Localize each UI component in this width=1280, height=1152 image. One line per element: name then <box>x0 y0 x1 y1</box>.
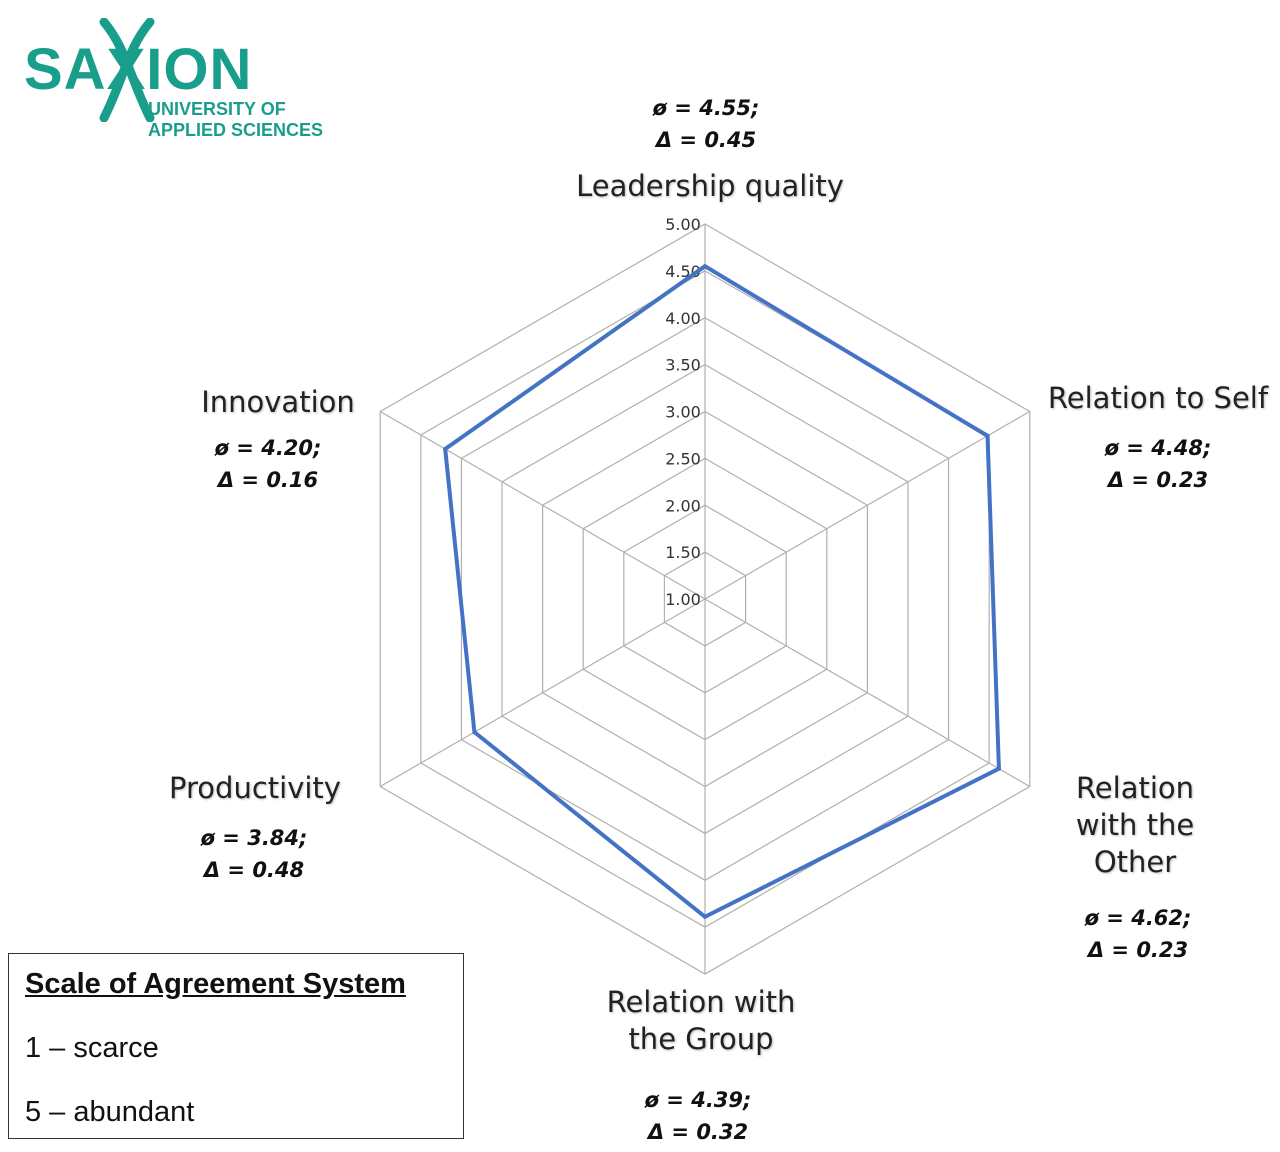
axis-label-relation-to-self: Relation to Self <box>1047 381 1269 415</box>
stat-mean: ø = 4.62; <box>1084 906 1192 930</box>
radar-tick-labels: 1.001.502.002.503.003.504.004.505.00 <box>665 215 701 609</box>
data-point-3 <box>703 914 707 919</box>
data-point-2 <box>996 766 1001 771</box>
axis-label-productivity: Productivity <box>169 771 341 805</box>
tick-label-1.50: 1.50 <box>665 543 701 562</box>
axis-spoke-1 <box>704 410 1031 600</box>
logo-subline-1: UNIVERSITY OF <box>148 99 286 119</box>
stat-delta: Δ = 0.23 <box>1087 938 1189 962</box>
axis-label-relation-with-other: Relation with the Other <box>1075 771 1195 879</box>
stat-leadership-quality: ø = 4.55; Δ = 0.45 <box>606 92 806 156</box>
axis-spoke-2 <box>704 598 1031 788</box>
stat-delta: Δ = 0.48 <box>203 858 305 882</box>
stat-mean: ø = 4.55; <box>652 96 760 120</box>
tick-label-5.00: 5.00 <box>665 215 701 234</box>
tick-label-1.00: 1.00 <box>665 590 701 609</box>
stat-delta: Δ = 0.23 <box>1107 468 1209 492</box>
logo-subline-2: APPLIED SCIENCES <box>148 120 324 140</box>
stat-relation-with-group: ø = 4.39; Δ = 0.32 <box>598 1084 798 1148</box>
data-point-5 <box>443 447 448 451</box>
stat-delta: Δ = 0.16 <box>217 468 319 492</box>
stat-mean: ø = 4.48; <box>1104 436 1212 460</box>
legend-item-scarce: 1 – scarce <box>25 1032 159 1064</box>
data-point-0 <box>703 264 707 269</box>
stat-delta: Δ = 0.32 <box>647 1120 749 1144</box>
tick-label-2.50: 2.50 <box>665 449 701 468</box>
saxion-logo: SAXION UNIVERSITY OF APPLIED SCIENCES <box>24 18 344 148</box>
radar-series <box>443 263 1001 920</box>
data-point-1 <box>985 433 990 438</box>
saxion-x-emblem <box>99 18 155 122</box>
scale-legend: Scale of Agreement System 1 – scarce 5 –… <box>8 953 464 1139</box>
axis-spoke-4 <box>379 598 706 788</box>
axis-spoke-5 <box>379 410 706 600</box>
legend-title: Scale of Agreement System <box>25 968 406 1000</box>
stat-relation-with-other: ø = 4.62; Δ = 0.23 <box>1038 902 1238 966</box>
legend-item-abundant: 5 – abundant <box>25 1096 195 1128</box>
tick-label-2.00: 2.00 <box>665 496 701 515</box>
logo-wordmark: SAXION <box>24 37 253 102</box>
stat-productivity: ø = 3.84; Δ = 0.48 <box>154 822 354 886</box>
stat-innovation: ø = 4.20; Δ = 0.16 <box>168 432 368 496</box>
stat-mean: ø = 4.39; <box>644 1088 752 1112</box>
data-point-4 <box>472 730 477 735</box>
radar-spokes <box>379 224 1031 974</box>
axis-label-leadership-quality: Leadership quality <box>576 169 844 203</box>
stat-mean: ø = 3.84; <box>200 826 308 850</box>
tick-label-4.00: 4.00 <box>665 309 701 328</box>
tick-label-3.50: 3.50 <box>665 356 701 375</box>
axis-label-relation-with-group: Relation with the Group <box>606 985 796 1056</box>
stat-mean: ø = 4.20; <box>214 436 322 460</box>
tick-label-3.00: 3.00 <box>665 403 701 422</box>
series-line <box>443 263 1001 920</box>
stat-delta: Δ = 0.45 <box>655 128 757 152</box>
stat-relation-to-self: ø = 4.48; Δ = 0.23 <box>1058 432 1258 496</box>
axis-label-innovation: Innovation <box>201 385 355 419</box>
